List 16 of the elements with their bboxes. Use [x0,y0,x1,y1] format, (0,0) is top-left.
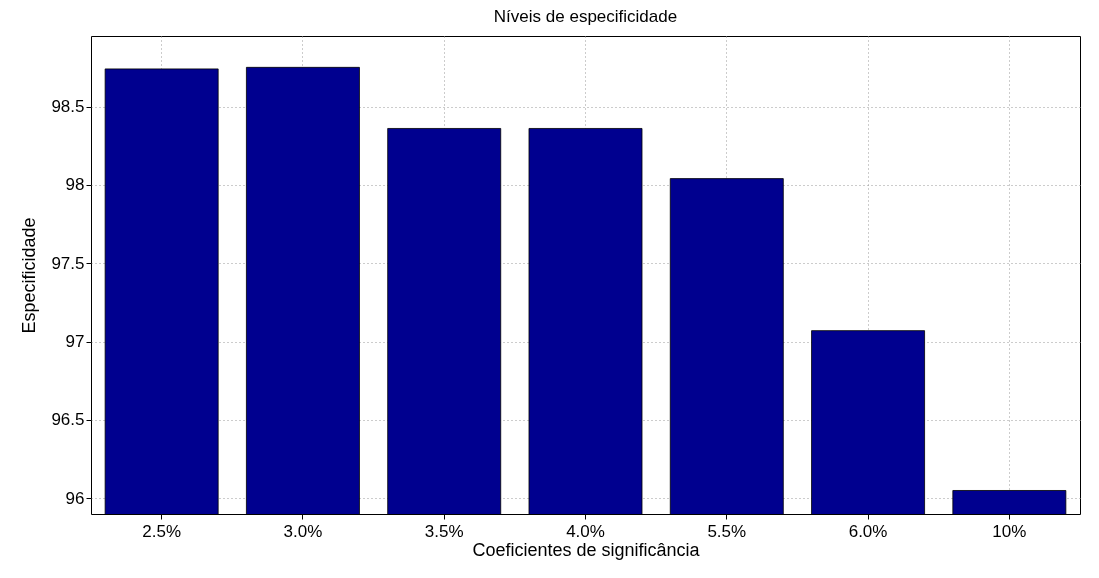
x-tick-label: 4.0% [566,521,605,541]
x-tick-label: 5.5% [707,521,747,541]
x-tick-label: 3.5% [424,521,464,541]
x-tick-label: 10% [992,521,1027,541]
y-tick-label: 96 [65,488,85,508]
y-tick-label: 98 [65,175,85,195]
y-tick-label: 98.5 [51,97,85,117]
y-tick-label: 96.5 [51,410,85,430]
y-axis-title: Especificidade [19,217,40,334]
x-tick-label: 6.0% [848,521,888,541]
x-tick-label: 2.5% [142,521,182,541]
chart-title: Níveis de especificidade [493,7,678,26]
y-tick-label: 97.5 [51,253,85,273]
x-axis-title: Coeficientes de significância [472,539,701,560]
y-tick-label: 97 [65,332,85,352]
x-tick-label: 3.0% [283,521,323,541]
